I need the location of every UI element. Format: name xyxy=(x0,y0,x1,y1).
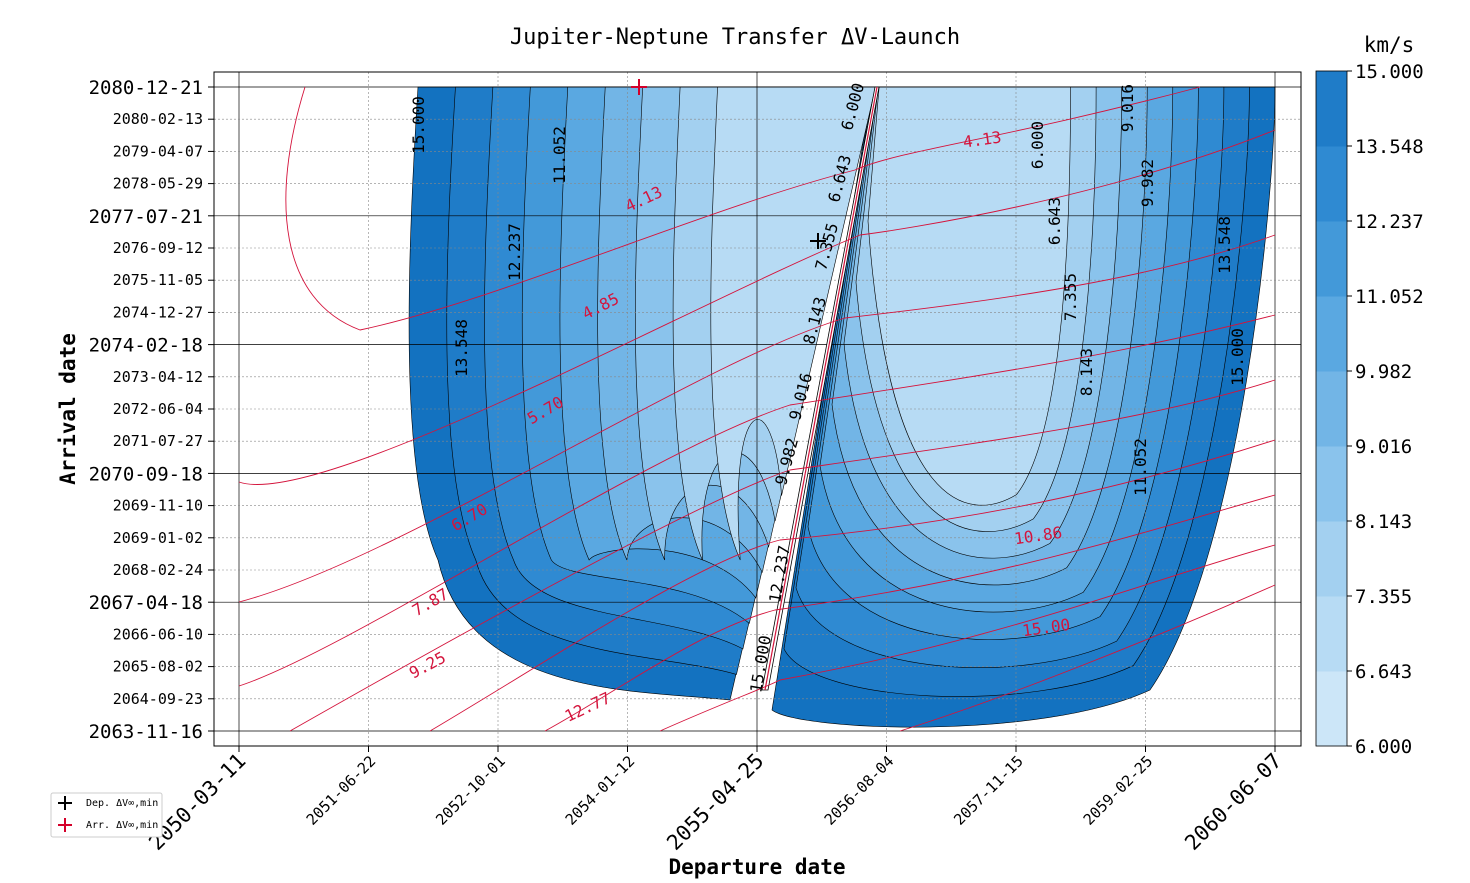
y-tick-label: 2071-07-27 xyxy=(113,432,203,450)
dep-min-marker xyxy=(810,233,826,249)
colorbar-tick-label: 9.982 xyxy=(1355,361,1412,383)
y-tick-label: 2070-09-18 xyxy=(89,463,203,485)
colorbar-tick-label: 6.643 xyxy=(1355,661,1412,683)
y-tick-label: 2063-11-16 xyxy=(89,721,203,743)
x-tick-label: 2051-06-22 xyxy=(303,752,380,829)
colorbar-band xyxy=(1316,221,1347,297)
dv-contour-fills xyxy=(408,86,1276,728)
colorbar-band xyxy=(1316,71,1347,147)
dv-contour-label: 6.000 xyxy=(1028,121,1047,169)
y-axis-label: Arrival date xyxy=(56,333,80,485)
y-tick-label: 2069-11-10 xyxy=(113,497,203,515)
dv-contour-label: 9.016 xyxy=(1118,84,1137,132)
colorbar-tick-label: 13.548 xyxy=(1355,136,1424,158)
y-tick-label: 2072-06-04 xyxy=(113,400,203,418)
colorbar-tick-label: 7.355 xyxy=(1355,586,1412,608)
legend-arr-label: Arr. ΔV∞,min xyxy=(86,820,158,831)
y-tick-label: 2068-02-24 xyxy=(113,561,203,579)
legend-dep-marker xyxy=(58,796,72,810)
dv-contour-label: 6.643 xyxy=(1045,197,1064,245)
x-tick-label: 2052-10-01 xyxy=(432,752,509,829)
colorbar-tick-label: 15.000 xyxy=(1355,61,1424,83)
tof-line xyxy=(899,584,1276,732)
dv-contour-label: 8.143 xyxy=(1077,348,1096,396)
colorbar-unit: km/s xyxy=(1364,33,1415,57)
tof-line xyxy=(285,86,1201,331)
legend-arr-marker xyxy=(58,818,72,832)
ridge-tof-line xyxy=(764,86,878,691)
y-tick-label: 2075-11-05 xyxy=(113,271,203,289)
grid-lines xyxy=(214,72,1301,746)
tof-line xyxy=(659,544,1276,732)
colorbar-band xyxy=(1316,671,1347,747)
colorbar-band xyxy=(1316,371,1347,447)
y-axis-ticks: 2063-11-16 2064-09-23 2065-08-02 2066-06-10… xyxy=(89,77,214,743)
colorbar-band xyxy=(1316,596,1347,672)
tof-line xyxy=(238,314,1276,687)
dv-contour-label: 11.052 xyxy=(1131,438,1150,496)
y-tick-label: 2069-01-02 xyxy=(113,529,203,547)
tof-line xyxy=(289,379,1276,732)
x-axis-label: Departure date xyxy=(668,855,845,879)
tof-lines xyxy=(238,86,1276,732)
x-tick-label: 2060-06-07 xyxy=(1180,749,1286,855)
colorbar: 6.000 6.643 7.355 8.143 9.016 9.982 11.052 12.2… xyxy=(1315,61,1424,758)
legend: Dep. ΔV∞,min Arr. ΔV∞,min xyxy=(50,792,163,838)
colorbar-tick-label: 8.143 xyxy=(1355,511,1412,533)
y-tick-label: 2073-04-12 xyxy=(113,368,203,386)
tof-line xyxy=(429,439,1276,732)
y-tick-label: 2080-12-21 xyxy=(89,77,203,99)
colorbar-band xyxy=(1316,446,1347,522)
dv-contour-label: 11.052 xyxy=(550,126,569,184)
tof-line xyxy=(238,234,1276,603)
colorbar-tick-label: 12.237 xyxy=(1355,211,1424,233)
dv-contour-band-right xyxy=(867,86,1071,506)
dv-contour-label: 12.237 xyxy=(505,223,524,281)
dv-contour-label: 15.000 xyxy=(1228,328,1247,386)
y-tick-label: 2080-02-13 xyxy=(113,110,203,128)
x-tick-label: 2059-02-25 xyxy=(1080,752,1157,829)
dv-contour-label: 13.548 xyxy=(1215,216,1234,274)
y-tick-label: 2065-08-02 xyxy=(113,658,203,676)
y-tick-label: 2074-02-18 xyxy=(89,335,203,357)
dv-contour-label: 13.548 xyxy=(452,319,471,377)
tof-line xyxy=(238,129,1276,485)
x-axis-ticks: 2050-03-11 2051-06-22 2052-10-01 2054-01-12… xyxy=(144,746,1287,855)
y-tick-label: 2076-09-12 xyxy=(113,239,203,257)
dv-contour-band-left xyxy=(710,86,876,561)
colorbar-band xyxy=(1316,146,1347,222)
colorbar-tick-label: 6.000 xyxy=(1355,736,1412,758)
dv-contour-label: 9.982 xyxy=(1138,159,1157,207)
dv-contour-label: 15.000 xyxy=(409,96,428,154)
y-tick-label: 2064-09-23 xyxy=(113,690,203,708)
tof-line xyxy=(544,494,1276,732)
legend-dep-label: Dep. ΔV∞,min xyxy=(86,798,158,809)
arr-min-marker xyxy=(631,79,647,95)
x-tick-label: 2054-01-12 xyxy=(562,752,639,829)
colorbar-band xyxy=(1316,521,1347,597)
x-tick-label: 2056-08-04 xyxy=(821,752,898,829)
y-tick-label: 2067-04-18 xyxy=(89,592,203,614)
dv-contour-labels: 15.000 11.052 12.237 13.548 9.982 9.016 8.143 7… xyxy=(406,81,1247,726)
colorbar-band xyxy=(1316,296,1347,372)
chart-title: Jupiter-Neptune Transfer ΔV-Launch xyxy=(510,25,960,50)
y-tick-label: 2079-04-07 xyxy=(113,142,203,160)
y-tick-label: 2077-07-21 xyxy=(89,206,203,228)
y-tick-label: 2066-06-10 xyxy=(113,625,203,643)
x-tick-label: 2057-11-15 xyxy=(950,752,1027,829)
x-tick-label: 2055-04-25 xyxy=(662,749,768,855)
y-tick-label: 2078-05-29 xyxy=(113,175,203,193)
y-tick-label: 2074-12-27 xyxy=(113,303,203,321)
dv-contour-label: 7.355 xyxy=(1061,273,1080,321)
colorbar-tick-label: 11.052 xyxy=(1355,286,1424,308)
colorbar-tick-label: 9.016 xyxy=(1355,436,1412,458)
